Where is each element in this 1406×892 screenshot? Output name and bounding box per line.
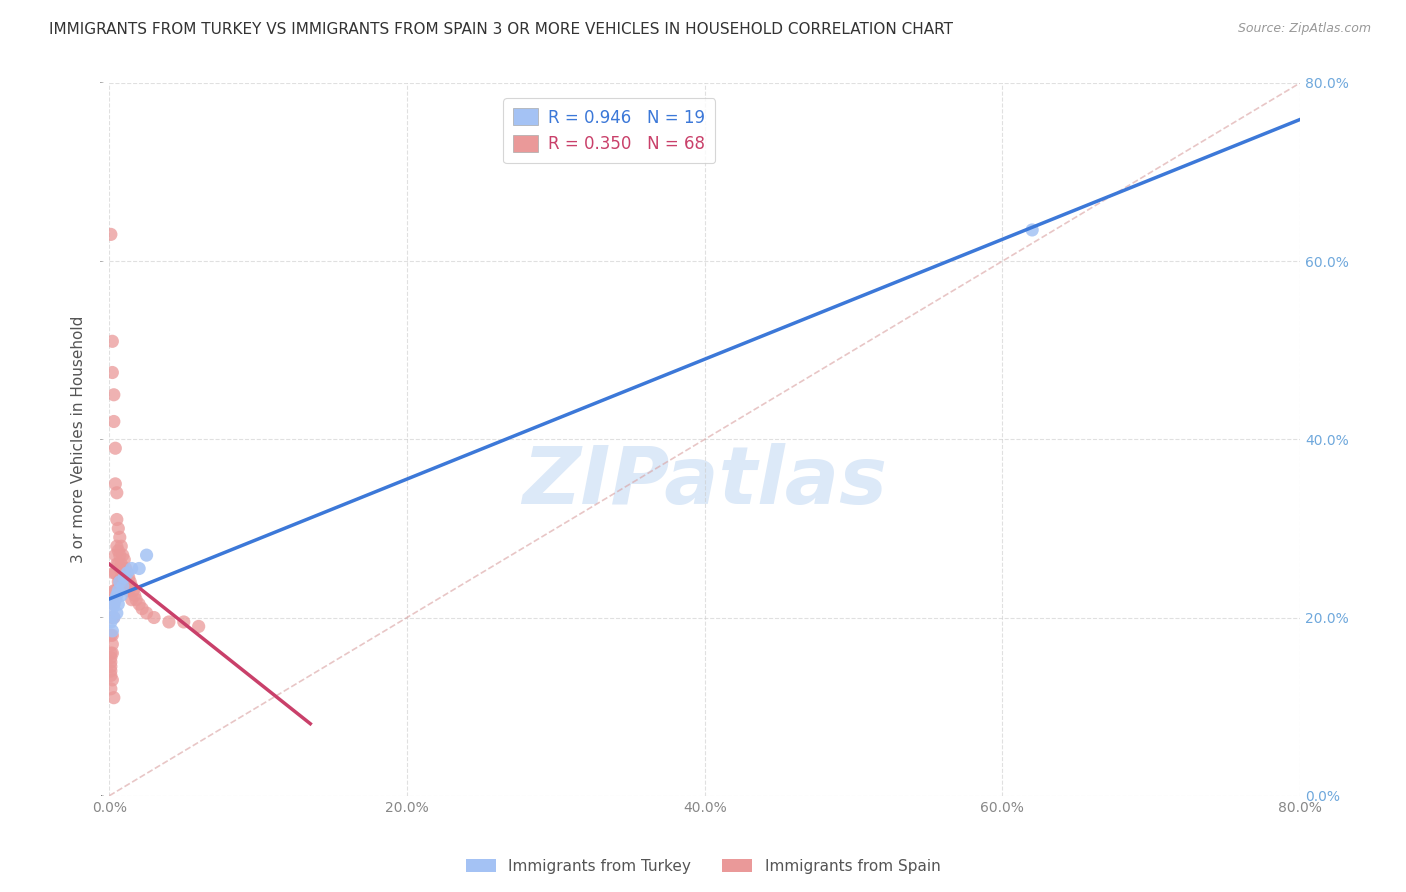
Point xyxy=(121,561,143,575)
Point xyxy=(108,574,131,589)
Point xyxy=(110,539,132,553)
Point xyxy=(112,552,135,566)
Point xyxy=(100,655,122,669)
Point xyxy=(104,592,127,607)
Point xyxy=(101,646,124,660)
Point xyxy=(100,615,122,629)
Legend: R = 0.946   N = 19, R = 0.350   N = 68: R = 0.946 N = 19, R = 0.350 N = 68 xyxy=(503,98,716,163)
Legend: Immigrants from Turkey, Immigrants from Spain: Immigrants from Turkey, Immigrants from … xyxy=(460,853,946,880)
Point xyxy=(107,597,129,611)
Point xyxy=(101,637,124,651)
Point xyxy=(100,681,122,696)
Point xyxy=(112,570,135,584)
Point xyxy=(101,610,124,624)
Point xyxy=(104,583,127,598)
Point xyxy=(105,485,128,500)
Point xyxy=(103,566,125,580)
Point xyxy=(118,583,141,598)
Point xyxy=(121,592,143,607)
Point xyxy=(110,570,132,584)
Point xyxy=(1021,223,1043,237)
Point xyxy=(103,610,125,624)
Point xyxy=(108,548,131,562)
Point xyxy=(101,628,124,642)
Point xyxy=(105,588,128,602)
Point xyxy=(107,557,129,571)
Point xyxy=(115,566,138,580)
Point xyxy=(120,574,142,589)
Point xyxy=(107,521,129,535)
Point xyxy=(105,606,128,620)
Point xyxy=(111,548,134,562)
Point xyxy=(173,615,195,629)
Point xyxy=(114,574,136,589)
Point xyxy=(100,659,122,673)
Point xyxy=(187,619,209,633)
Point xyxy=(100,668,122,682)
Point xyxy=(124,588,146,602)
Point xyxy=(115,566,138,580)
Point xyxy=(108,574,131,589)
Point xyxy=(104,476,127,491)
Point xyxy=(101,624,124,638)
Point xyxy=(103,597,125,611)
Point xyxy=(104,566,127,580)
Point xyxy=(122,583,145,598)
Point xyxy=(108,530,131,544)
Point xyxy=(112,566,135,580)
Point xyxy=(135,606,157,620)
Point xyxy=(103,415,125,429)
Point xyxy=(100,227,122,242)
Point xyxy=(110,557,132,571)
Point xyxy=(128,597,150,611)
Point xyxy=(121,579,143,593)
Point xyxy=(100,628,122,642)
Point xyxy=(105,557,128,571)
Point xyxy=(125,592,148,607)
Point xyxy=(100,646,122,660)
Point xyxy=(131,601,153,615)
Point xyxy=(118,570,141,584)
Point xyxy=(101,601,124,615)
Point xyxy=(103,690,125,705)
Point xyxy=(101,334,124,349)
Point xyxy=(100,650,122,665)
Point xyxy=(135,548,157,562)
Point xyxy=(143,610,166,624)
Point xyxy=(157,615,180,629)
Point xyxy=(103,388,125,402)
Point xyxy=(111,579,134,593)
Point xyxy=(114,561,136,575)
Point xyxy=(104,548,127,562)
Text: Source: ZipAtlas.com: Source: ZipAtlas.com xyxy=(1237,22,1371,36)
Point xyxy=(108,561,131,575)
Point xyxy=(105,512,128,526)
Point xyxy=(115,579,138,593)
Point xyxy=(101,366,124,380)
Point xyxy=(107,543,129,558)
Point xyxy=(110,588,132,602)
Point xyxy=(101,592,124,607)
Point xyxy=(112,579,135,593)
Point xyxy=(105,539,128,553)
Point xyxy=(103,597,125,611)
Point xyxy=(128,561,150,575)
Y-axis label: 3 or more Vehicles in Household: 3 or more Vehicles in Household xyxy=(72,316,86,563)
Point xyxy=(101,673,124,687)
Point xyxy=(107,583,129,598)
Point xyxy=(103,610,125,624)
Point xyxy=(104,441,127,455)
Point xyxy=(111,561,134,575)
Point xyxy=(100,664,122,678)
Point xyxy=(103,583,125,598)
Text: IMMIGRANTS FROM TURKEY VS IMMIGRANTS FROM SPAIN 3 OR MORE VEHICLES IN HOUSEHOLD : IMMIGRANTS FROM TURKEY VS IMMIGRANTS FRO… xyxy=(49,22,953,37)
Text: ZIPatlas: ZIPatlas xyxy=(522,443,887,521)
Point xyxy=(107,574,129,589)
